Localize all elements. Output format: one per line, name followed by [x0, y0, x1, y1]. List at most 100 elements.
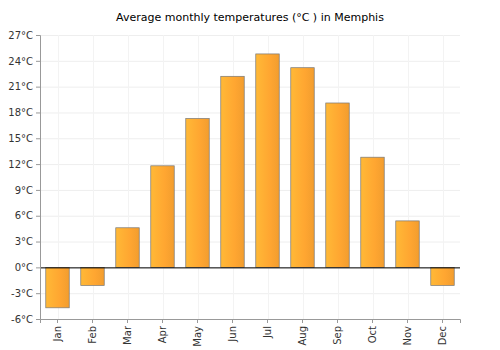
x-tick-label: Nov — [402, 326, 413, 346]
x-tick-label: May — [192, 326, 203, 347]
y-tick-mark — [36, 267, 40, 268]
y-tick: 15°C — [8, 133, 40, 144]
y-tick: -3°C — [11, 288, 40, 299]
x-tick-mark — [407, 319, 408, 323]
y-tick-mark — [36, 293, 40, 294]
y-tick: 24°C — [8, 56, 40, 67]
y-tick-mark — [36, 319, 40, 320]
x-tick-label: Aug — [297, 326, 308, 346]
y-tick-mark — [36, 242, 40, 243]
bar — [291, 68, 314, 268]
x-tick-mark — [57, 319, 58, 323]
bar — [221, 76, 244, 267]
grid-line — [40, 87, 460, 88]
y-tick: 18°C — [8, 107, 40, 118]
x-tick-mark — [442, 319, 443, 323]
title: Average monthly temperatures (°C ) in Me… — [116, 11, 384, 24]
y-tick-mark — [36, 35, 40, 36]
y-tick-label: 24°C — [8, 56, 33, 67]
y-tick: 3°C — [15, 236, 40, 247]
x-tick-label: Jun — [227, 326, 238, 343]
grid-line-vertical — [128, 35, 129, 319]
x-tick: May — [192, 319, 203, 347]
x-tick-mark — [372, 319, 373, 323]
y-tick-label: -3°C — [11, 288, 33, 299]
y-tick-label: 27°C — [8, 30, 33, 41]
grid-line — [40, 293, 460, 294]
x-tick: Dec — [437, 319, 448, 345]
zero-line — [40, 267, 460, 268]
x-axis-line — [41, 320, 461, 324]
grid-line — [40, 190, 460, 191]
y-tick-label: 6°C — [15, 210, 33, 221]
bar — [396, 221, 419, 267]
y-axis: -6°C -3°C 0°C 3°C 6°C 9°C 12°C 15°C 18°C 21°C 24°C… — [8, 30, 40, 325]
y-tick-mark — [36, 61, 40, 62]
x-tick-mark — [162, 319, 163, 323]
bar — [186, 118, 209, 267]
bar — [116, 228, 139, 268]
x-tick-label: Jan — [52, 326, 63, 342]
x-tick-label: Oct — [367, 326, 378, 343]
x-tick: Jun — [227, 319, 238, 343]
x-tick-label: Apr — [157, 325, 168, 343]
x-tick-label: Jul — [262, 326, 273, 339]
chart: -6°C -3°C 0°C 3°C 6°C 9°C 12°C 15°C 18°C 21°C 24°C… — [0, 0, 500, 350]
y-tick: 12°C — [8, 159, 40, 170]
x-tick: Nov — [402, 319, 413, 346]
y-tick-mark — [36, 112, 40, 113]
y-tick: 0°C — [15, 262, 40, 273]
x-tick: Oct — [367, 319, 378, 343]
grid — [40, 35, 460, 320]
x-tick-label: Sep — [332, 326, 343, 345]
bar — [431, 267, 454, 285]
y-tick-mark — [36, 138, 40, 139]
y-tick: 21°C — [8, 81, 40, 92]
y-tick-label: -6°C — [11, 314, 33, 325]
grid-line — [40, 216, 460, 217]
x-tick-mark — [302, 319, 303, 323]
grid-line — [40, 138, 460, 139]
x-tick: Feb — [87, 319, 98, 344]
y-tick-label: 15°C — [8, 133, 33, 144]
y-tick-label: 0°C — [15, 262, 33, 273]
x-tick-mark — [127, 319, 128, 323]
bars — [46, 54, 454, 308]
bar — [326, 103, 349, 267]
x-tick-mark — [92, 319, 93, 323]
x-tick: Mar — [122, 319, 133, 345]
x-tick-label: Feb — [87, 326, 98, 344]
y-tick-label: 9°C — [15, 185, 33, 196]
x-tick: Aug — [297, 319, 308, 346]
x-tick-label: Mar — [122, 325, 133, 345]
y-tick-mark — [36, 87, 40, 88]
bar — [151, 166, 174, 268]
x-tick: Jul — [262, 319, 273, 339]
x-axis: Jan Feb Mar Apr May Jun Jul Aug Sep Oct Nov Dec — [41, 319, 461, 347]
bar — [81, 267, 104, 285]
grid-line — [40, 112, 460, 113]
bar — [46, 267, 69, 307]
x-tick-label: Dec — [437, 326, 448, 345]
y-tick-label: 3°C — [15, 236, 33, 247]
x-tick-mark — [267, 319, 268, 323]
y-tick: -6°C — [11, 314, 40, 325]
grid-line — [40, 267, 460, 268]
bar — [361, 157, 384, 267]
y-tick: 27°C — [8, 30, 40, 41]
y-tick-mark — [36, 164, 40, 165]
y-tick-label: 21°C — [8, 81, 33, 92]
y-tick-label: 18°C — [8, 107, 33, 118]
y-tick-label: 12°C — [8, 159, 33, 170]
x-tick: Apr — [157, 319, 168, 343]
grid-line — [40, 164, 460, 165]
y-tick: 9°C — [15, 185, 40, 196]
grid-line-vertical — [408, 35, 409, 319]
y-tick: 6°C — [15, 210, 40, 221]
y-axis-line — [36, 36, 41, 320]
x-tick-mark — [337, 319, 338, 323]
grid-line — [40, 35, 460, 36]
y-tick-mark — [36, 190, 40, 191]
x-tick-mark — [232, 319, 233, 323]
grid-line — [40, 61, 460, 62]
